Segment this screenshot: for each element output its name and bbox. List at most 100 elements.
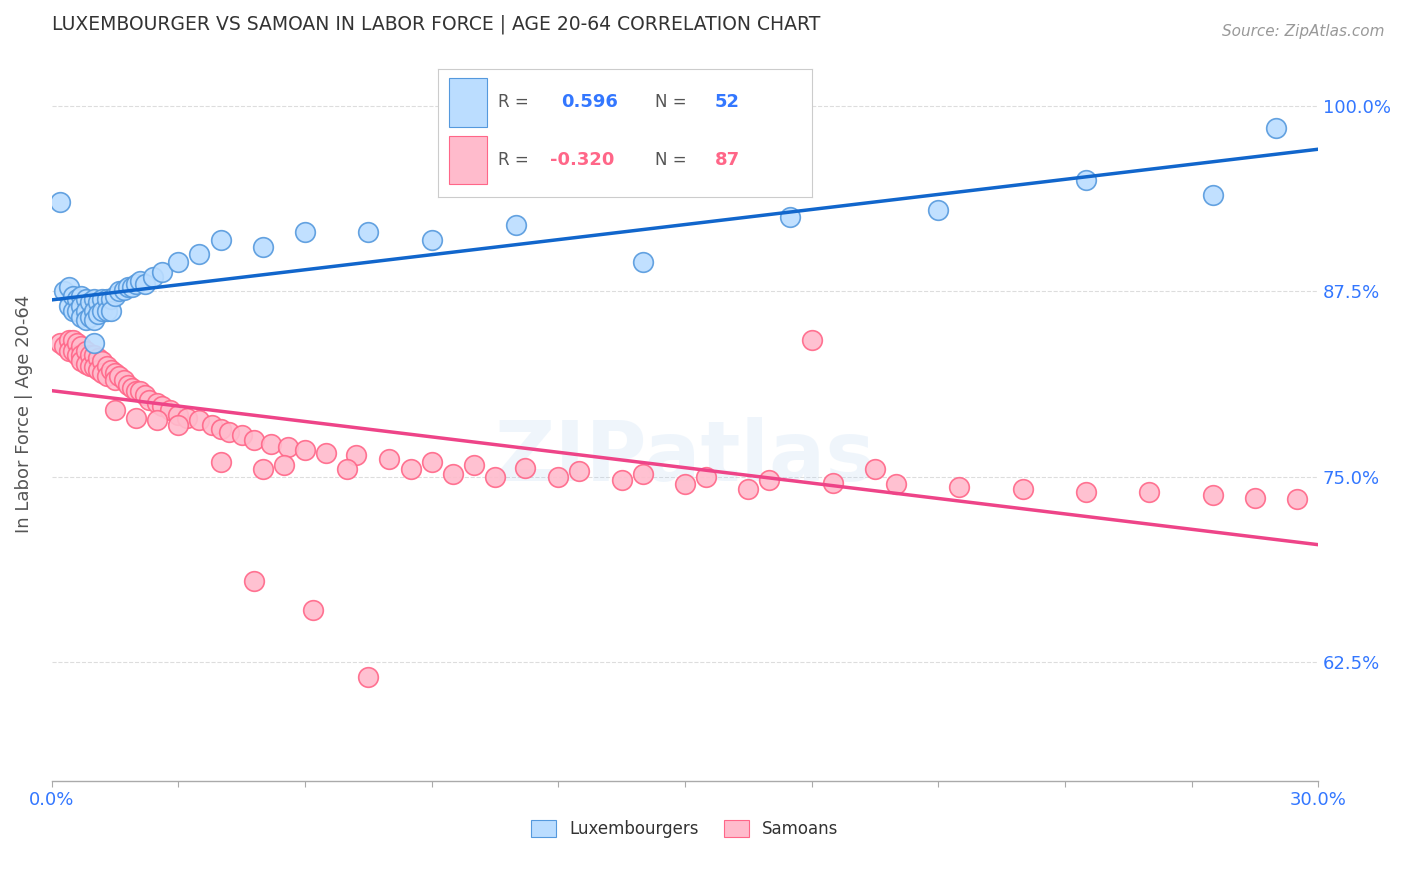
Point xyxy=(70,354,93,368)
Point xyxy=(176,410,198,425)
Point xyxy=(378,452,401,467)
Point xyxy=(252,462,274,476)
Point xyxy=(167,254,190,268)
Point xyxy=(100,363,122,377)
Point xyxy=(83,348,105,362)
Point xyxy=(302,603,325,617)
Point xyxy=(821,475,844,490)
Point xyxy=(66,348,89,362)
Point xyxy=(83,336,105,351)
Point xyxy=(66,336,89,351)
Point xyxy=(87,294,110,309)
Point xyxy=(125,384,148,398)
Point xyxy=(294,225,316,239)
Point xyxy=(96,359,118,373)
Point xyxy=(209,455,232,469)
Point xyxy=(547,470,569,484)
Point xyxy=(62,343,84,358)
Point xyxy=(104,403,127,417)
Point xyxy=(188,247,211,261)
Point xyxy=(1243,491,1265,505)
Point xyxy=(117,377,139,392)
Point xyxy=(1201,488,1223,502)
Point xyxy=(58,280,80,294)
Point xyxy=(96,369,118,384)
Point xyxy=(138,392,160,407)
Point xyxy=(568,464,591,478)
Point xyxy=(758,473,780,487)
Point xyxy=(87,307,110,321)
Point xyxy=(75,292,97,306)
Point xyxy=(344,448,367,462)
Point xyxy=(243,574,266,588)
Point xyxy=(863,462,886,476)
Point xyxy=(87,351,110,366)
Point xyxy=(75,343,97,358)
Point xyxy=(108,369,131,384)
Point xyxy=(273,458,295,472)
Point xyxy=(150,265,173,279)
Point xyxy=(75,303,97,318)
Point xyxy=(83,303,105,318)
Point xyxy=(336,462,359,476)
Point xyxy=(49,336,72,351)
Point xyxy=(1137,484,1160,499)
Point xyxy=(927,202,949,217)
Point xyxy=(800,334,823,348)
Point xyxy=(188,413,211,427)
Point xyxy=(96,303,118,318)
Point xyxy=(104,374,127,388)
Point xyxy=(79,359,101,373)
Point xyxy=(315,446,337,460)
Point xyxy=(134,388,156,402)
Point xyxy=(62,289,84,303)
Point xyxy=(53,339,76,353)
Point xyxy=(505,218,527,232)
Point xyxy=(125,410,148,425)
Point xyxy=(53,285,76,299)
Legend: Luxembourgers, Samoans: Luxembourgers, Samoans xyxy=(523,811,846,847)
Point xyxy=(463,458,485,472)
Point xyxy=(70,310,93,324)
Point xyxy=(70,299,93,313)
Point xyxy=(209,233,232,247)
Point xyxy=(209,422,232,436)
Point xyxy=(167,417,190,432)
Point xyxy=(49,195,72,210)
Point xyxy=(75,312,97,326)
Point xyxy=(1011,482,1033,496)
Point xyxy=(87,363,110,377)
Point xyxy=(737,482,759,496)
Point xyxy=(150,399,173,413)
Point xyxy=(146,413,169,427)
Point xyxy=(62,303,84,318)
Point xyxy=(91,354,114,368)
Point xyxy=(610,473,633,487)
Point xyxy=(631,254,654,268)
Point xyxy=(948,480,970,494)
Point xyxy=(294,443,316,458)
Text: ZIPatlas: ZIPatlas xyxy=(495,417,876,499)
Y-axis label: In Labor Force | Age 20-64: In Labor Force | Age 20-64 xyxy=(15,294,32,533)
Point xyxy=(779,211,801,225)
Point xyxy=(70,289,93,303)
Point xyxy=(420,233,443,247)
Point xyxy=(70,339,93,353)
Point xyxy=(513,461,536,475)
Point xyxy=(79,310,101,324)
Point xyxy=(83,312,105,326)
Point xyxy=(79,348,101,362)
Point xyxy=(104,289,127,303)
Point xyxy=(420,455,443,469)
Point xyxy=(695,470,717,484)
Point xyxy=(167,408,190,422)
Point xyxy=(66,303,89,318)
Text: LUXEMBOURGER VS SAMOAN IN LABOR FORCE | AGE 20-64 CORRELATION CHART: LUXEMBOURGER VS SAMOAN IN LABOR FORCE | … xyxy=(52,15,820,35)
Text: Source: ZipAtlas.com: Source: ZipAtlas.com xyxy=(1222,24,1385,39)
Point xyxy=(231,428,253,442)
Point xyxy=(112,283,135,297)
Point xyxy=(104,366,127,380)
Point xyxy=(631,467,654,481)
Point xyxy=(100,303,122,318)
Point xyxy=(252,240,274,254)
